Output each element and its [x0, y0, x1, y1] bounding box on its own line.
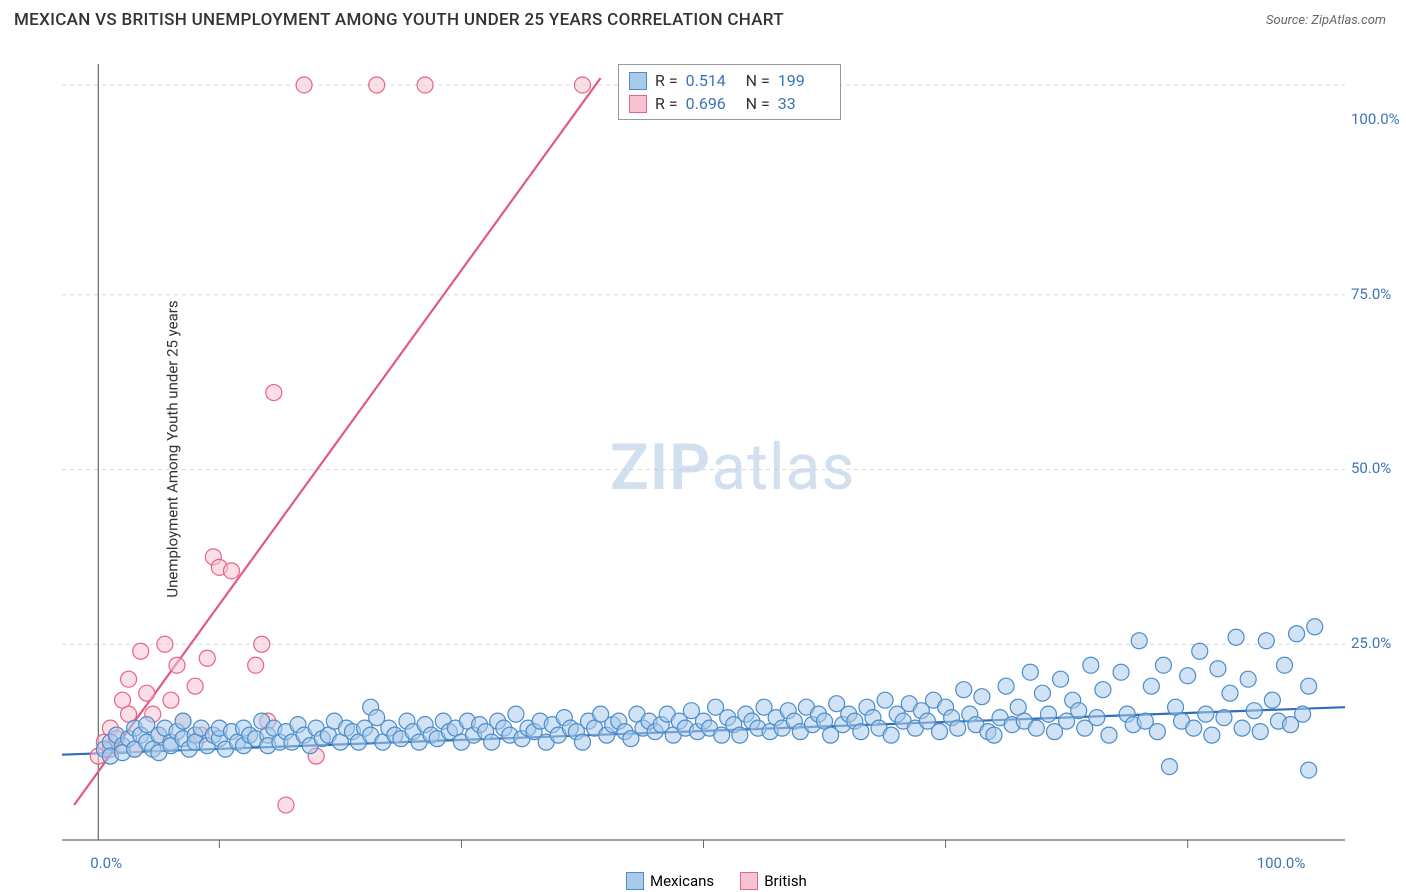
legend-label-mexicans: Mexicans [650, 872, 714, 890]
bottom-legend: Mexicans British [626, 872, 807, 890]
legend-swatch-british [740, 872, 758, 890]
swatch-british [629, 95, 647, 113]
n-value-british: 33 [778, 94, 830, 113]
r-label: R = [655, 94, 678, 113]
chart-source: Source: ZipAtlas.com [1266, 13, 1386, 28]
y-tick-label: 75.0% [1351, 285, 1387, 303]
x-tick-label: 100.0% [1257, 854, 1306, 872]
y-tick-label: 100.0% [1351, 110, 1387, 128]
y-axis-label: Unemployment Among Youth under 25 years [164, 300, 182, 597]
stats-box: R = 0.514 N = 199 R = 0.696 N = 33 [618, 64, 841, 120]
n-label: N = [746, 71, 770, 90]
legend-item-mexicans: Mexicans [626, 872, 714, 890]
legend-swatch-mexicans [626, 872, 644, 890]
stats-row-mexicans: R = 0.514 N = 199 [629, 69, 830, 92]
n-value-mexicans: 199 [778, 71, 830, 90]
x-tick-label: 0.0% [90, 854, 122, 872]
chart-area: Unemployment Among Youth under 25 years … [50, 50, 1390, 850]
stats-row-british: R = 0.696 N = 33 [629, 92, 830, 115]
r-value-mexicans: 0.514 [686, 71, 738, 90]
scatter-plot [50, 50, 1390, 850]
y-tick-label: 50.0% [1351, 459, 1387, 477]
chart-header: MEXICAN VS BRITISH UNEMPLOYMENT AMONG YO… [0, 0, 1406, 36]
legend-label-british: British [764, 872, 807, 890]
n-label: N = [746, 94, 770, 113]
legend-item-british: British [740, 872, 807, 890]
r-value-british: 0.696 [686, 94, 738, 113]
r-label: R = [655, 71, 678, 90]
y-tick-label: 25.0% [1351, 634, 1387, 652]
swatch-mexicans [629, 72, 647, 90]
chart-title: MEXICAN VS BRITISH UNEMPLOYMENT AMONG YO… [14, 10, 784, 30]
